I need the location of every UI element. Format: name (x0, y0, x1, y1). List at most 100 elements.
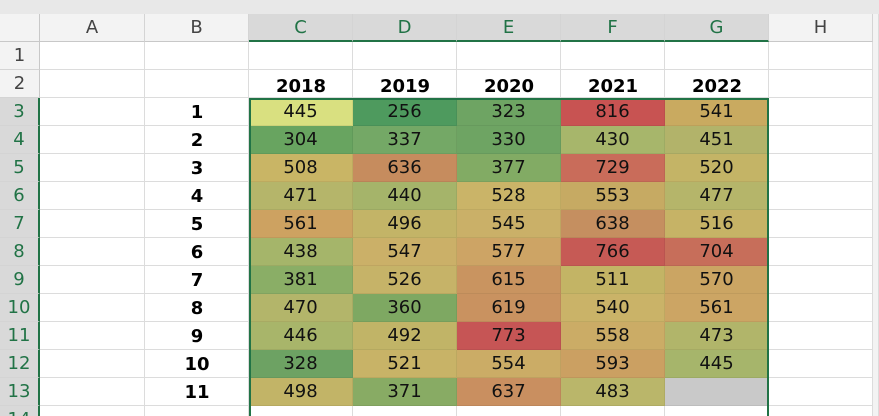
row-header[interactable]: 2 (0, 70, 40, 98)
row-header[interactable]: 6 (0, 182, 40, 210)
grid-cell[interactable] (769, 294, 873, 322)
value-cell[interactable]: 816 (561, 98, 665, 126)
value-cell[interactable]: 471 (249, 182, 353, 210)
year-header[interactable]: 2019 (379, 76, 431, 97)
grid-cell[interactable] (145, 238, 249, 266)
grid-cell[interactable] (665, 70, 769, 98)
value-cell[interactable]: 381 (249, 266, 353, 294)
index-label[interactable]: 1 (190, 101, 204, 123)
index-label[interactable]: 4 (190, 185, 204, 207)
value-cell[interactable]: 561 (249, 210, 353, 238)
grid-cell[interactable] (561, 406, 665, 416)
grid-cell[interactable] (665, 42, 769, 70)
value-cell[interactable]: 496 (353, 210, 457, 238)
value-cell[interactable]: 558 (561, 322, 665, 350)
value-cell[interactable]: 545 (457, 210, 561, 238)
grid-cell[interactable] (769, 322, 873, 350)
row-header[interactable]: 9 (0, 266, 40, 294)
grid-cell[interactable] (561, 42, 665, 70)
grid-cell[interactable] (40, 154, 145, 182)
grid-cell[interactable] (145, 98, 249, 126)
value-cell[interactable]: 438 (249, 238, 353, 266)
grid-cell[interactable] (145, 378, 249, 406)
value-cell[interactable]: 377 (457, 154, 561, 182)
value-cell[interactable]: 615 (457, 266, 561, 294)
value-cell[interactable]: 508 (249, 154, 353, 182)
row-header[interactable]: 14 (0, 406, 40, 416)
grid-cell[interactable] (769, 266, 873, 294)
select-all[interactable] (0, 14, 40, 42)
value-cell[interactable]: 638 (561, 210, 665, 238)
index-label[interactable]: 11 (184, 381, 210, 403)
year-header[interactable]: 2018 (275, 76, 327, 97)
grid-cell[interactable] (769, 210, 873, 238)
index-label[interactable]: 8 (190, 297, 204, 319)
value-cell[interactable]: 619 (457, 294, 561, 322)
value-cell[interactable]: 304 (249, 126, 353, 154)
row-header[interactable]: 11 (0, 322, 40, 350)
value-cell[interactable]: 766 (561, 238, 665, 266)
value-cell[interactable]: 470 (249, 294, 353, 322)
grid-cell[interactable] (769, 406, 873, 416)
value-cell[interactable]: 526 (353, 266, 457, 294)
value-cell[interactable]: 577 (457, 238, 561, 266)
grid-cell[interactable] (353, 70, 457, 98)
column-header[interactable]: H (769, 14, 873, 42)
column-header[interactable]: B (145, 14, 249, 42)
value-cell[interactable]: 773 (457, 322, 561, 350)
value-cell[interactable]: 516 (665, 210, 769, 238)
grid-cell[interactable] (145, 42, 249, 70)
value-cell[interactable]: 593 (561, 350, 665, 378)
grid-cell[interactable] (145, 266, 249, 294)
value-cell[interactable]: 570 (665, 266, 769, 294)
grid-cell[interactable] (769, 238, 873, 266)
grid-cell[interactable] (769, 98, 873, 126)
grid-cell[interactable] (40, 126, 145, 154)
value-cell[interactable]: 430 (561, 126, 665, 154)
index-label[interactable]: 5 (190, 213, 204, 235)
value-cell[interactable]: 328 (249, 350, 353, 378)
grid-cell[interactable] (40, 42, 145, 70)
grid-cell[interactable] (40, 322, 145, 350)
value-cell[interactable]: 729 (561, 154, 665, 182)
value-cell[interactable]: 323 (457, 98, 561, 126)
grid-cell[interactable] (769, 42, 873, 70)
value-cell[interactable]: 492 (353, 322, 457, 350)
grid-cell[interactable] (769, 154, 873, 182)
grid-cell[interactable] (145, 210, 249, 238)
column-header[interactable]: F (561, 14, 665, 42)
value-cell[interactable]: 636 (353, 154, 457, 182)
column-header[interactable]: C (249, 14, 353, 42)
column-header[interactable]: A (40, 14, 145, 42)
grid-cell[interactable] (40, 238, 145, 266)
grid-cell[interactable] (769, 350, 873, 378)
row-header[interactable]: 4 (0, 126, 40, 154)
column-header[interactable]: E (457, 14, 561, 42)
value-cell[interactable]: 445 (249, 98, 353, 126)
year-header[interactable]: 2021 (587, 76, 639, 97)
grid-cell[interactable] (40, 406, 145, 416)
column-header[interactable]: D (353, 14, 457, 42)
grid-cell[interactable] (40, 182, 145, 210)
value-cell[interactable]: 521 (353, 350, 457, 378)
index-label[interactable]: 10 (184, 353, 210, 375)
value-cell[interactable]: 477 (665, 182, 769, 210)
grid-cell[interactable] (145, 154, 249, 182)
grid-cell[interactable] (40, 70, 145, 98)
index-label[interactable]: 7 (190, 269, 204, 291)
value-cell[interactable]: 541 (665, 98, 769, 126)
value-cell[interactable]: 371 (353, 378, 457, 406)
row-header[interactable]: 12 (0, 350, 40, 378)
value-cell[interactable]: 360 (353, 294, 457, 322)
value-cell[interactable]: 553 (561, 182, 665, 210)
value-cell[interactable] (665, 378, 769, 406)
value-cell[interactable]: 446 (249, 322, 353, 350)
value-cell[interactable]: 330 (457, 126, 561, 154)
value-cell[interactable]: 540 (561, 294, 665, 322)
grid-cell[interactable] (40, 210, 145, 238)
value-cell[interactable]: 547 (353, 238, 457, 266)
value-cell[interactable]: 498 (249, 378, 353, 406)
grid-cell[interactable] (145, 322, 249, 350)
grid-cell[interactable] (249, 42, 353, 70)
grid-cell[interactable] (457, 42, 561, 70)
